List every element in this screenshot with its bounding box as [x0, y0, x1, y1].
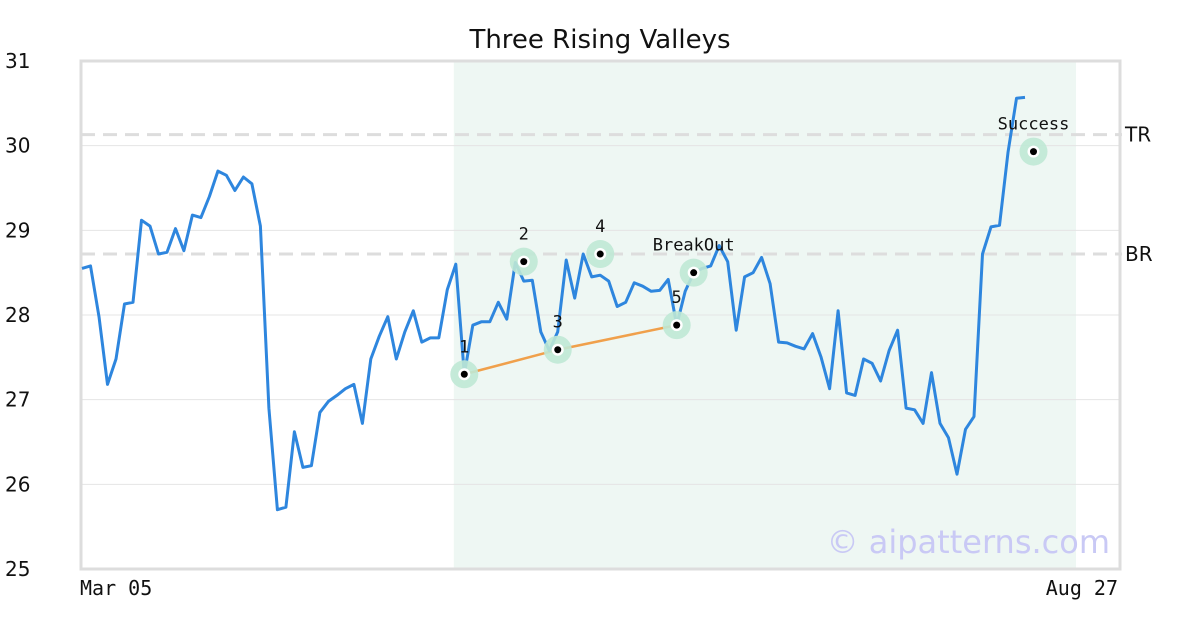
point-label: Success [998, 115, 1070, 135]
level-label: TR [1124, 123, 1151, 147]
point-marker [673, 321, 681, 329]
point-label: BreakOut [653, 236, 735, 256]
point-label: 5 [672, 288, 682, 308]
y-tick-label: 27 [5, 388, 30, 412]
point-marker [690, 269, 698, 277]
point-marker [460, 370, 468, 378]
x-axis-ticks: Mar 05 Aug 27 [80, 576, 1118, 600]
y-tick-label: 26 [5, 472, 30, 496]
point-marker [596, 250, 604, 258]
y-tick-label: 31 [5, 49, 30, 73]
y-tick-label: 29 [5, 218, 30, 242]
point-label: 3 [553, 313, 563, 333]
point-marker [1029, 148, 1037, 156]
point-label: 4 [595, 217, 605, 237]
point-label: 1 [459, 337, 469, 357]
y-axis-ticks: 25 26 27 28 29 30 31 [5, 49, 30, 581]
y-tick-label: 30 [5, 134, 30, 158]
pattern-markers: 1 2 3 4 5 BreakOut Success [450, 115, 1069, 389]
level-lines: TR BR [81, 123, 1153, 266]
plot-frame [79, 59, 1122, 571]
y-tick-label: 25 [5, 557, 30, 581]
y-tick-label: 28 [5, 303, 30, 327]
point-label: 2 [519, 225, 529, 245]
point-marker [520, 258, 528, 266]
chart-title: Three Rising Valleys [468, 25, 730, 55]
level-label: BR [1125, 242, 1153, 266]
point-marker [554, 346, 562, 354]
gridlines [81, 145, 1120, 485]
watermark-text: © aipatterns.com [827, 523, 1110, 561]
x-tick-label: Aug 27 [1046, 576, 1118, 600]
x-tick-label: Mar 05 [80, 576, 152, 600]
